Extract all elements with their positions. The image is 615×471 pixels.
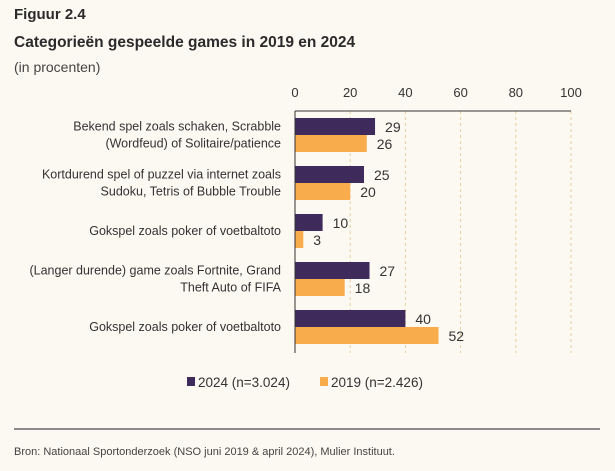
x-tick-label: 40 bbox=[398, 85, 412, 100]
legend-swatch-2024 bbox=[187, 377, 195, 386]
x-tick-label: 80 bbox=[509, 85, 523, 100]
figure-label: Figuur 2.4 bbox=[14, 6, 86, 23]
category-label: Theft Auto of FIFA bbox=[180, 281, 281, 295]
data-label: 20 bbox=[360, 184, 376, 200]
category-label: Kortdurend spel of puzzel via internet z… bbox=[42, 168, 281, 182]
category-label: Sudoku, Tetris of Bubble Trouble bbox=[101, 185, 281, 199]
data-label: 10 bbox=[333, 215, 349, 231]
data-label: 18 bbox=[355, 280, 371, 296]
legend-swatch-2019 bbox=[320, 377, 328, 386]
data-label: 27 bbox=[380, 263, 396, 279]
legend-label: 2019 (n=2.426) bbox=[331, 375, 423, 390]
bar-2019 bbox=[295, 183, 351, 200]
bar-2019 bbox=[295, 231, 304, 248]
category-label: Gokspel zoals poker of voetbaltoto bbox=[89, 224, 281, 238]
chart-title: Categorieën gespeelde games in 2019 en 2… bbox=[14, 34, 356, 51]
bar-2024 bbox=[295, 262, 370, 279]
bar-2024 bbox=[295, 166, 364, 183]
data-label: 40 bbox=[415, 311, 431, 327]
data-label: 29 bbox=[385, 119, 401, 135]
x-tick-label: 60 bbox=[453, 85, 467, 100]
category-label: (Langer durende) game zoals Fortnite, Gr… bbox=[29, 264, 281, 278]
bar-2024 bbox=[295, 118, 376, 135]
divider bbox=[14, 428, 600, 430]
category-label: (Wordfeud) of Solitaire/patience bbox=[105, 137, 281, 151]
data-label: 26 bbox=[377, 136, 393, 152]
source-note: Bron: Nationaal Sportonderzoek (NSO juni… bbox=[14, 446, 395, 458]
chart-subtitle: (in procenten) bbox=[14, 59, 101, 75]
legend-label: 2024 (n=3.024) bbox=[198, 375, 290, 390]
category-label: Bekend spel zoals schaken, Scrabble bbox=[73, 120, 281, 134]
x-tick-label: 20 bbox=[343, 85, 357, 100]
data-label: 3 bbox=[313, 232, 321, 248]
bar-2024 bbox=[295, 310, 406, 327]
bar-2024 bbox=[295, 214, 323, 231]
data-label: 52 bbox=[449, 328, 465, 344]
x-tick-label: 0 bbox=[291, 85, 298, 100]
data-label: 25 bbox=[374, 167, 390, 183]
x-tick-label: 100 bbox=[560, 85, 582, 100]
bar-2019 bbox=[295, 279, 345, 296]
category-label: Gokspel zoals poker of voetbaltoto bbox=[89, 320, 281, 334]
bar-2019 bbox=[295, 135, 367, 152]
bar-2019 bbox=[295, 327, 439, 344]
